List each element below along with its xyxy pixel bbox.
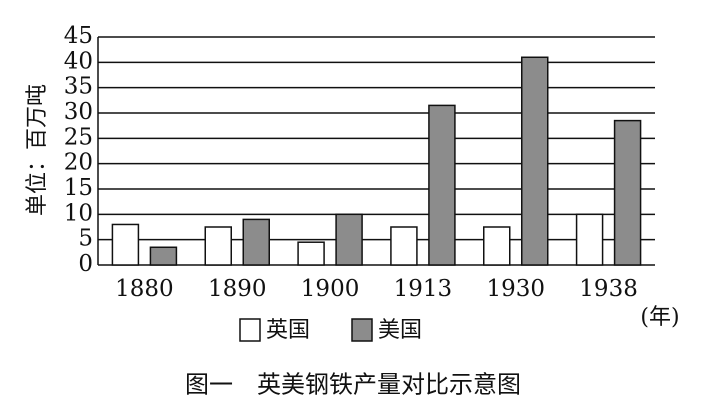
y-tick-label: 30 — [64, 99, 93, 125]
x-tick-label: 1900 — [301, 276, 360, 302]
bar — [390, 226, 418, 266]
bar — [483, 226, 511, 266]
bar — [204, 226, 232, 266]
bar — [242, 218, 270, 266]
bar — [428, 104, 456, 266]
bar — [521, 56, 549, 266]
legend-label: 美国 — [378, 318, 422, 343]
bar — [149, 246, 178, 266]
x-tick-label: 1938 — [579, 276, 638, 302]
y-tick-label: 45 — [64, 23, 93, 49]
bar — [111, 223, 140, 266]
x-tick-label: 1913 — [394, 276, 453, 302]
bar — [575, 213, 604, 266]
y-tick-label: 0 — [78, 251, 93, 277]
bar — [613, 119, 642, 266]
legend-swatch — [239, 318, 261, 342]
y-tick-label: 5 — [78, 226, 93, 252]
caption: 图一 英美钢铁产量对比示意图 — [185, 371, 521, 399]
bar — [335, 213, 363, 266]
bar — [297, 241, 325, 266]
x-unit-label: (年) — [640, 305, 679, 330]
y-tick-label: 20 — [64, 150, 93, 176]
x-tick-label: 1880 — [115, 276, 174, 302]
y-tick-label: 40 — [64, 48, 93, 74]
y-axis-label: 单位：百万吨 — [25, 84, 50, 216]
legend-swatch — [351, 318, 373, 342]
y-tick-label: 35 — [64, 74, 93, 100]
y-tick-label: 10 — [64, 200, 93, 226]
legend-label: 英国 — [266, 318, 310, 343]
y-tick-label: 25 — [64, 124, 93, 150]
x-tick-label: 1930 — [486, 276, 545, 302]
y-tick-label: 15 — [64, 175, 93, 201]
x-tick-label: 1890 — [208, 276, 267, 302]
